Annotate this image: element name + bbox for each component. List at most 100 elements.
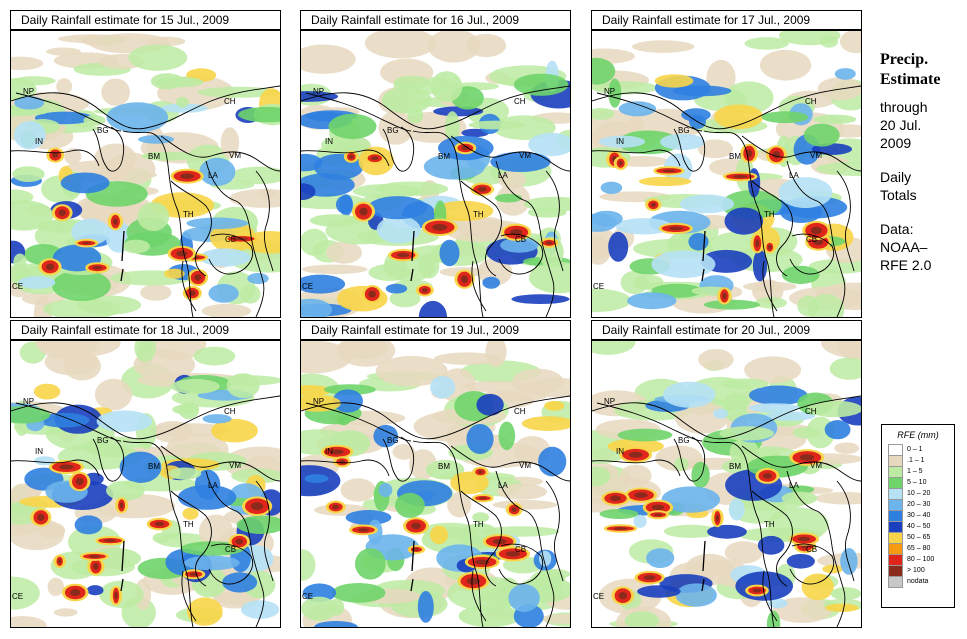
- rain-cell: [152, 532, 170, 544]
- rain-cell: [11, 200, 54, 231]
- rain-cell: [241, 600, 280, 619]
- heavy-rain-cell: [613, 527, 628, 530]
- coastline-malay: [181, 260, 197, 312]
- border-china-south: [160, 445, 280, 482]
- caption-through: through: [880, 99, 928, 115]
- legend-title: RFE (mm): [897, 430, 939, 440]
- legend-label: 65 – 80: [907, 545, 931, 552]
- rain-cell: [830, 587, 861, 601]
- rain-cell: [615, 218, 673, 235]
- legend-item: > 100: [882, 564, 954, 577]
- caption-daily-line1: Daily: [880, 169, 912, 185]
- rain-cell: [592, 107, 615, 120]
- caption-data-line3: RFE 2.0: [880, 257, 932, 273]
- map-svg: NP CH IN BG BM VM LA TH CB CE: [301, 31, 570, 317]
- map-svg: NP CH IN BG BM VM LA TH CB CE: [11, 33, 280, 317]
- rain-cell: [202, 414, 232, 424]
- heavy-rain-cell: [662, 169, 676, 173]
- rainfall-map: NP CH IN BG BM VM LA TH CB CE: [10, 340, 281, 628]
- border-burma: [703, 440, 775, 627]
- border-bangladesh: [382, 436, 415, 482]
- country-label-th: TH: [183, 210, 194, 219]
- rain-cell: [301, 549, 316, 581]
- rain-cell: [138, 135, 175, 144]
- heavy-rain-cell: [618, 592, 628, 600]
- heavy-rain-cell: [70, 589, 81, 596]
- rain-cell: [392, 444, 416, 460]
- rain-cell: [182, 507, 199, 520]
- rain-cell: [748, 403, 800, 413]
- rain-cell: [106, 102, 169, 133]
- rain-cell: [382, 86, 432, 114]
- rain-cell: [140, 284, 172, 301]
- rain-cell: [160, 103, 208, 113]
- panel-title: Daily Rainfall estimate for 17 Jul., 200…: [591, 10, 862, 30]
- country-label-bg: BG: [678, 126, 690, 135]
- rain-cell: [309, 214, 360, 227]
- heavy-rain-cell: [432, 224, 448, 231]
- rain-cell: [433, 352, 501, 365]
- figure-caption: Precip. Estimate through 20 Jul. 2009 Da…: [880, 50, 967, 274]
- rain-cell: [199, 157, 236, 186]
- heavy-rain-cell: [668, 226, 683, 231]
- heavy-rain-cell: [799, 454, 814, 461]
- heavy-rain-cell: [651, 504, 664, 511]
- rain-cell: [538, 446, 567, 477]
- country-label-in: IN: [35, 447, 43, 456]
- heavy-rain-cell: [368, 290, 376, 298]
- country-label-th: TH: [473, 520, 484, 529]
- rain-cell: [11, 517, 65, 551]
- rain-cell: [663, 381, 716, 408]
- rain-cell: [11, 56, 44, 71]
- rain-cell: [663, 524, 718, 538]
- rain-cell: [703, 299, 760, 310]
- heavy-rain-cell: [755, 239, 760, 248]
- rain-cell: [137, 202, 170, 232]
- heavy-rain-cell: [235, 538, 244, 545]
- heavy-rain-cell: [628, 451, 643, 458]
- legend-item: nodata: [882, 575, 954, 588]
- rain-cell: [119, 451, 162, 483]
- rain-cell: [74, 515, 103, 535]
- country-label-np: NP: [313, 87, 324, 96]
- rain-cell: [168, 467, 202, 480]
- heavy-rain-cell: [545, 241, 553, 245]
- heavy-rain-cell: [810, 226, 822, 235]
- country-label-th: TH: [764, 520, 775, 529]
- panel-title: Daily Rainfall estimate for 20 Jul., 200…: [591, 320, 862, 340]
- coastline-vietnam: [836, 170, 855, 272]
- island-andaman: [120, 540, 125, 592]
- heavy-rain-cell: [722, 292, 727, 300]
- country-label-ch: CH: [224, 97, 236, 106]
- rain-cell: [592, 341, 636, 355]
- country-label-np: NP: [604, 87, 615, 96]
- rain-cell: [468, 120, 526, 130]
- heavy-rain-cell: [330, 449, 344, 455]
- heavy-rain-cell: [411, 522, 421, 530]
- rain-cell: [528, 132, 570, 157]
- rain-cell: [829, 357, 861, 380]
- rain-cell: [423, 153, 485, 180]
- rain-cell: [430, 376, 456, 399]
- island-andaman: [410, 540, 415, 592]
- rain-cell: [11, 78, 37, 101]
- border-china-south: [450, 445, 570, 482]
- rain-cell: [821, 341, 861, 359]
- map-svg: NP CH IN BG BM VM LA TH CB CE: [301, 341, 570, 627]
- rain-cell: [180, 541, 245, 556]
- rain-cell: [691, 461, 710, 488]
- country-label-vm: VM: [229, 151, 241, 160]
- heavy-rain-cell: [466, 577, 480, 585]
- rain-cell: [38, 341, 121, 358]
- panel-title: Daily Rainfall estimate for 19 Jul., 200…: [300, 320, 571, 340]
- country-label-bg: BG: [387, 126, 399, 135]
- country-label-in: IN: [616, 137, 624, 146]
- legend-label: > 100: [907, 567, 925, 574]
- rain-cell: [834, 442, 860, 454]
- country-label-la: LA: [789, 171, 799, 180]
- country-label-th: TH: [473, 210, 484, 219]
- heavy-rain-cell: [461, 275, 468, 283]
- rain-cell: [592, 288, 632, 313]
- rain-cell: [637, 585, 681, 598]
- rain-cell: [11, 406, 51, 424]
